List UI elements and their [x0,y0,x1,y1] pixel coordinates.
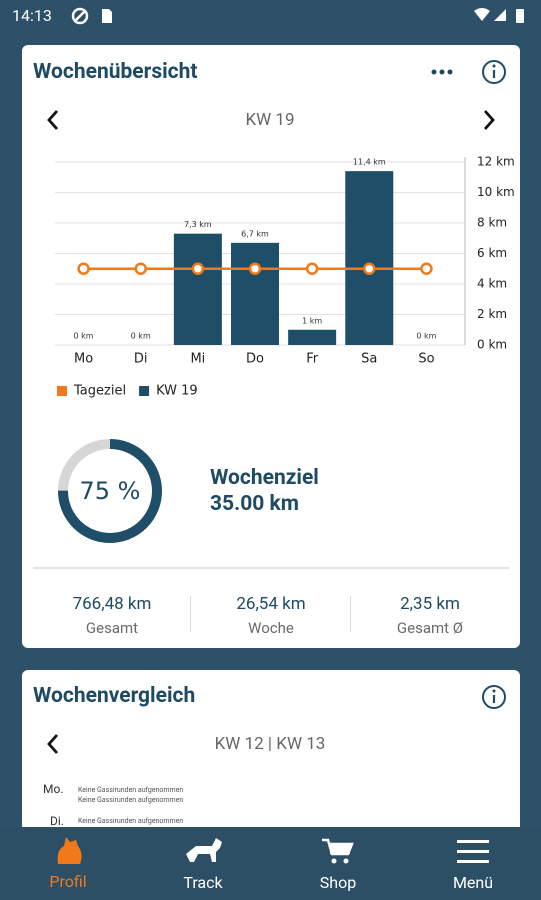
divider [190,596,191,632]
stat-value: 2,35 km [400,594,460,614]
x-tick-label: Mo [74,352,93,367]
card-actions[interactable] [426,58,516,86]
row-text: Keine Gassirunden aufgenommen [78,786,184,794]
legend-swatch [57,386,67,396]
stat-label: Woche [248,619,294,637]
y-tick-label: 12 km [477,155,515,169]
y-tick-label: 8 km [477,216,507,230]
row-text: Keine Gassirunden aufgenommen [78,796,184,804]
overview-card [22,45,520,648]
info-icon[interactable] [480,683,508,711]
value-label: 0 km [416,332,436,341]
gauge-label: 75 % [80,477,141,505]
y-tick-label: 0 km [477,338,507,352]
stat-label: Gesamt [85,619,139,637]
day-label: Di. [50,814,64,828]
weeks-label: KW 12 | KW 13 [214,734,326,754]
stat-value: 766,48 km [72,594,152,614]
nav-item[interactable]: Menü [452,873,494,892]
y-tick-label: 2 km [477,307,507,321]
day-label: Mo. [43,782,64,796]
week-arrows[interactable] [42,108,502,132]
week-label: KW 19 [245,110,295,130]
line-point [363,262,376,275]
legend-swatch [139,386,150,396]
stat-label: Gesamt Ø [396,619,464,637]
prev-arrow[interactable] [42,732,66,756]
line-point [248,262,262,275]
line-point [134,262,147,275]
nav-item[interactable]: Profil [49,872,87,891]
x-tick-label: Sa [361,352,377,367]
y-tick-label: 6 km [477,246,507,260]
bottom-nav [0,827,541,900]
gauge: 75 % [58,439,162,543]
x-tick-label: Fr [306,352,319,367]
goal-value: 35.00 km [210,492,299,516]
divider [33,567,509,569]
value-label: 6,7 km [241,229,269,238]
x-tick-label: Di [134,352,148,367]
x-tick-label: Do [246,352,264,367]
line-point [420,262,433,275]
bar [345,171,394,345]
y-tick-label: 10 km [477,185,515,199]
nav-item[interactable]: Shop [319,873,357,892]
nav-icons [57,837,489,864]
legend-label: Tageziel [73,384,126,399]
bar [231,242,279,345]
line-point [305,262,319,275]
status-time: 14:13 [12,6,52,25]
value-label: 0 km [74,332,94,341]
value-label: 11,4 km [353,158,386,167]
line-point [77,262,90,275]
value-label: 1 km [302,316,322,325]
y-tick-label: 4 km [477,277,507,291]
bar [288,329,337,345]
card-title: Wochenvergleich [33,684,196,708]
x-tick-label: Mi [190,352,205,367]
value-label: 0 km [131,332,151,341]
line-point [191,262,205,275]
goal-label: Wochenziel [210,466,319,490]
value-label: 7,3 km [184,220,212,229]
card-title: Wochenübersicht [33,60,198,84]
status-right-icons [474,8,524,23]
status-icons [71,7,112,25]
gauge-arc [58,439,162,543]
chart: 0 km 2 km 4 km 6 km 8 km 10 km 12 km Mo Di Mi Do Fr… [55,155,515,399]
row-text: Keine Gassirunden aufgenommen [78,817,184,825]
divider [350,596,351,632]
stat-value: 26,54 km [236,594,306,614]
nav-item[interactable]: Track [183,873,223,892]
legend-label: KW 19 [156,384,198,399]
bar [173,233,222,345]
x-tick-label: So [418,352,434,367]
